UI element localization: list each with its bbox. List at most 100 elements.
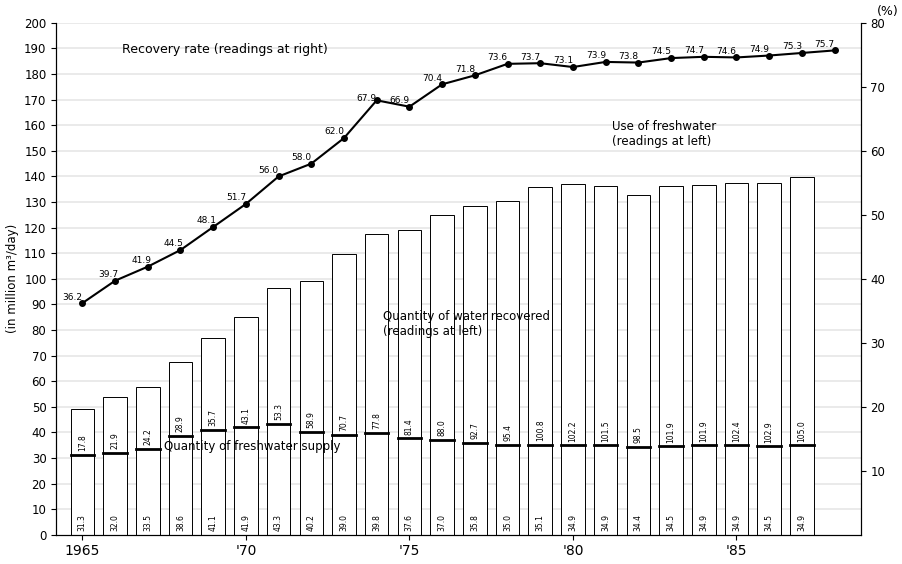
Bar: [201, 338, 225, 430]
Text: 73.9: 73.9: [585, 51, 606, 60]
Text: 58.9: 58.9: [307, 411, 316, 428]
Text: 102.4: 102.4: [732, 420, 741, 442]
Text: 74.9: 74.9: [750, 45, 769, 54]
Text: Use of freshwater
(readings at left): Use of freshwater (readings at left): [612, 120, 716, 148]
Text: 21.9: 21.9: [111, 432, 120, 449]
Text: 24.2: 24.2: [143, 429, 152, 445]
Text: 58.0: 58.0: [291, 153, 311, 162]
Text: 62.0: 62.0: [324, 127, 345, 136]
Bar: [561, 184, 584, 446]
Text: 53.3: 53.3: [274, 403, 283, 420]
Bar: [169, 362, 192, 436]
Text: 35.1: 35.1: [536, 514, 545, 531]
Text: 67.9: 67.9: [357, 94, 377, 103]
Bar: [136, 387, 160, 449]
Text: 73.1: 73.1: [553, 56, 573, 65]
Text: 73.7: 73.7: [520, 52, 540, 61]
Bar: [790, 177, 814, 446]
Text: 101.9: 101.9: [699, 420, 708, 442]
Text: 31.3: 31.3: [78, 514, 87, 531]
Bar: [463, 206, 486, 443]
Text: 39.7: 39.7: [98, 270, 118, 279]
Bar: [299, 281, 323, 432]
Bar: [332, 254, 355, 435]
Text: 34.9: 34.9: [601, 514, 610, 531]
Text: 44.5: 44.5: [164, 240, 184, 248]
Bar: [430, 440, 454, 535]
Bar: [529, 445, 552, 535]
Text: (%): (%): [877, 5, 898, 18]
Bar: [398, 438, 421, 535]
Bar: [692, 184, 715, 446]
Text: 43.1: 43.1: [242, 407, 251, 424]
Text: 35.8: 35.8: [470, 514, 479, 531]
Text: 37.6: 37.6: [405, 514, 414, 531]
Text: 73.8: 73.8: [619, 52, 639, 61]
Text: 75.3: 75.3: [782, 42, 802, 51]
Text: 43.3: 43.3: [274, 514, 283, 531]
Text: 101.5: 101.5: [601, 420, 610, 442]
Text: 102.9: 102.9: [765, 421, 774, 443]
Bar: [627, 447, 650, 535]
Text: 32.0: 32.0: [111, 514, 120, 531]
Text: 34.9: 34.9: [732, 514, 741, 531]
Bar: [496, 201, 520, 445]
Text: 33.5: 33.5: [143, 514, 152, 531]
Text: 56.0: 56.0: [259, 166, 279, 175]
Bar: [561, 446, 584, 535]
Text: 41.9: 41.9: [131, 256, 152, 265]
Text: 35.7: 35.7: [208, 409, 217, 426]
Text: 39.8: 39.8: [373, 514, 382, 531]
Text: 28.9: 28.9: [176, 415, 185, 432]
Text: 75.7: 75.7: [815, 40, 835, 49]
Bar: [758, 183, 781, 447]
Bar: [70, 455, 94, 535]
Text: 98.5: 98.5: [634, 426, 643, 443]
Text: 70.4: 70.4: [422, 74, 442, 83]
Text: 95.4: 95.4: [503, 424, 512, 441]
Text: 105.0: 105.0: [797, 420, 806, 442]
Bar: [235, 428, 258, 535]
Bar: [104, 453, 127, 535]
Text: 34.5: 34.5: [765, 514, 774, 531]
Bar: [267, 424, 290, 535]
Bar: [692, 446, 715, 535]
Bar: [136, 449, 160, 535]
Text: 101.9: 101.9: [667, 421, 676, 443]
Text: 81.4: 81.4: [405, 418, 414, 435]
Bar: [104, 397, 127, 453]
Text: 102.2: 102.2: [568, 420, 577, 442]
Text: 34.9: 34.9: [797, 514, 806, 531]
Bar: [332, 435, 355, 535]
Bar: [627, 195, 650, 447]
Bar: [365, 233, 389, 433]
Text: 38.6: 38.6: [176, 514, 185, 531]
Bar: [201, 430, 225, 535]
Text: 17.8: 17.8: [78, 434, 87, 451]
Bar: [70, 409, 94, 455]
Text: 34.5: 34.5: [667, 514, 676, 531]
Bar: [365, 433, 389, 535]
Text: Quantity of freshwater supply: Quantity of freshwater supply: [164, 440, 341, 453]
Text: 34.9: 34.9: [699, 514, 708, 531]
Text: 40.2: 40.2: [307, 514, 316, 531]
Text: 36.2: 36.2: [62, 293, 83, 302]
Text: 100.8: 100.8: [536, 420, 545, 441]
Text: 66.9: 66.9: [390, 96, 410, 105]
Bar: [529, 187, 552, 445]
Text: 88.0: 88.0: [437, 420, 446, 436]
Text: Recovery rate (readings at right): Recovery rate (readings at right): [122, 43, 327, 56]
Text: 71.8: 71.8: [455, 65, 475, 74]
Text: 77.8: 77.8: [373, 412, 382, 429]
Bar: [594, 186, 617, 446]
Text: 37.0: 37.0: [437, 514, 446, 531]
Bar: [169, 436, 192, 535]
Text: 35.0: 35.0: [503, 514, 512, 531]
Bar: [235, 317, 258, 428]
Bar: [299, 432, 323, 535]
Text: 92.7: 92.7: [470, 422, 479, 439]
Text: 41.1: 41.1: [208, 514, 217, 531]
Bar: [724, 446, 749, 535]
Bar: [790, 446, 814, 535]
Bar: [398, 230, 421, 438]
